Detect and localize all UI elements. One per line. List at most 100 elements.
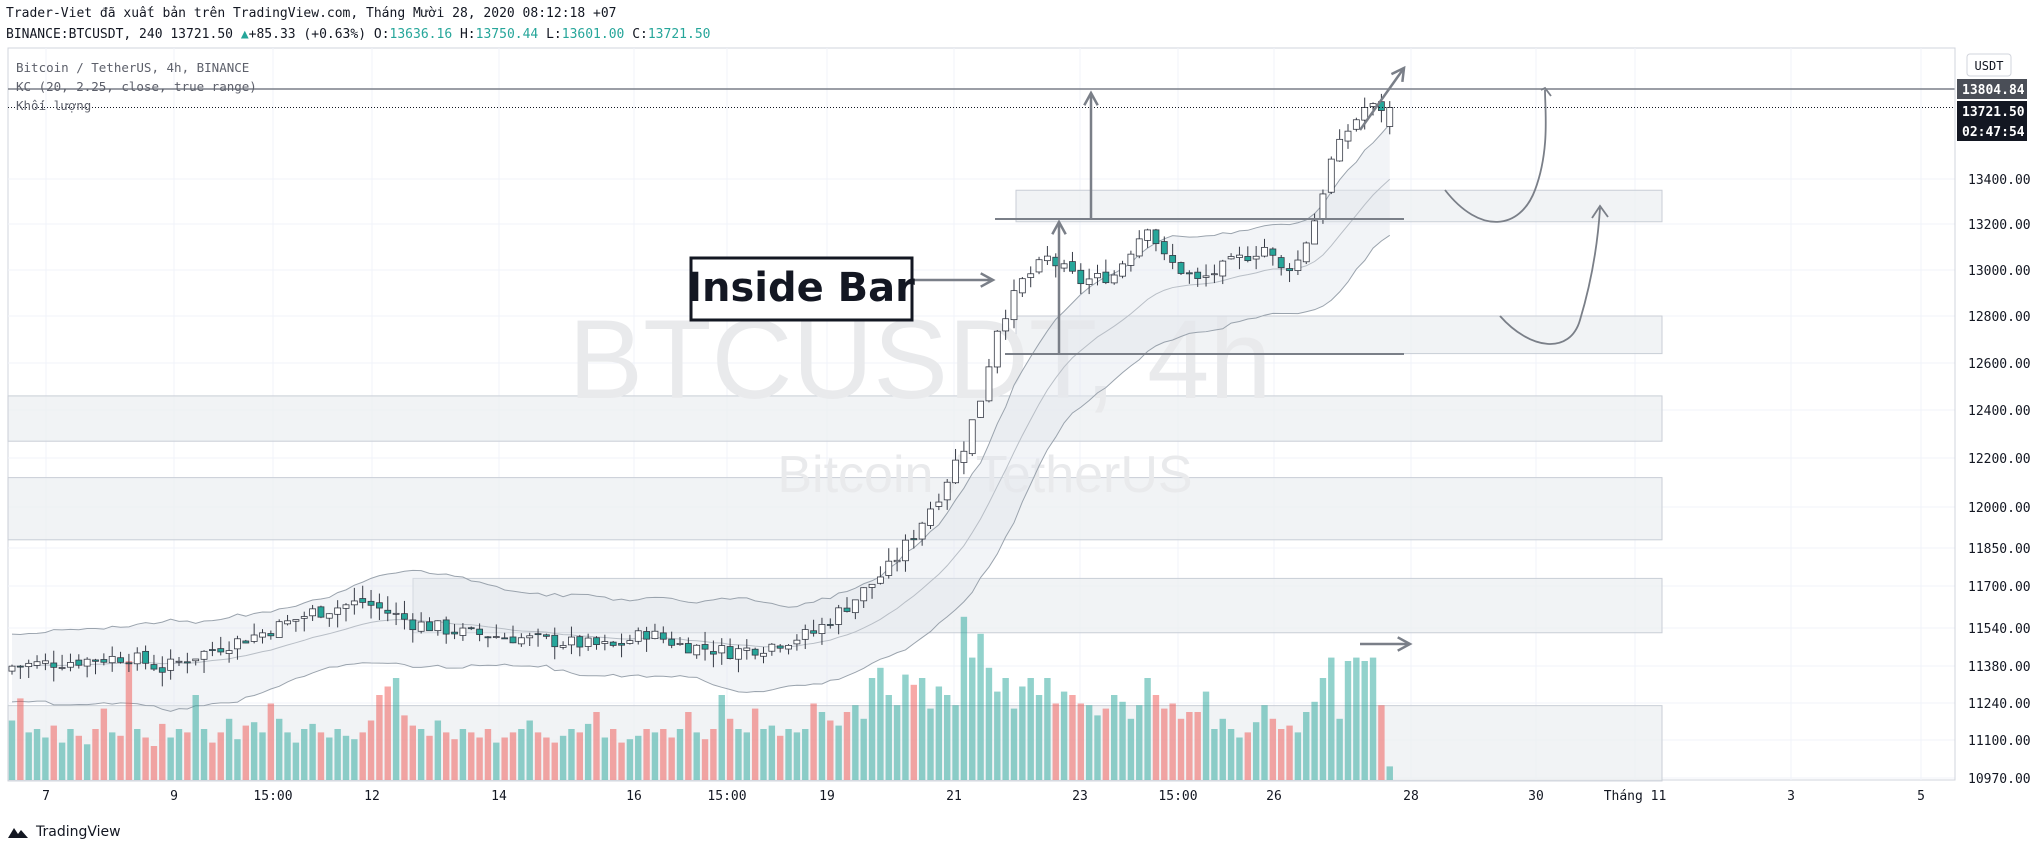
- price-tick-label: 12800.00: [1968, 310, 2031, 325]
- candle-body: [1160, 241, 1168, 255]
- volume-bar: [1077, 703, 1084, 780]
- candle-body: [785, 644, 792, 650]
- volume-bar: [209, 742, 216, 780]
- volume-bar: [1336, 718, 1343, 780]
- candle-body: [902, 539, 909, 562]
- range-height-arrow-head: [1051, 219, 1067, 235]
- volume-bar: [234, 739, 241, 780]
- volume-bar: [509, 732, 517, 780]
- volume-bar: [150, 746, 158, 780]
- keltner-upper: [11, 123, 1391, 635]
- price-tick-label: 11700.00: [1968, 580, 2031, 595]
- volume-bar: [735, 729, 742, 780]
- candle-body: [359, 598, 367, 603]
- volume-bar: [701, 739, 709, 780]
- volume-bar: [1136, 705, 1143, 780]
- price-tick-label: 11540.00: [1968, 622, 2031, 637]
- candle-body: [67, 662, 74, 668]
- candle-body: [918, 522, 926, 540]
- zone-4: [412, 577, 1663, 634]
- candle-body: [1135, 238, 1143, 257]
- candle-body: [1110, 274, 1118, 284]
- volume-bar: [134, 729, 141, 780]
- volume-bar: [326, 737, 333, 780]
- volume-bar: [893, 705, 901, 780]
- candle-body: [175, 660, 183, 663]
- high-value: 13750.44: [475, 27, 539, 42]
- candle-body: [1085, 278, 1093, 285]
- volume-legend[interactable]: Khối lượng: [16, 98, 92, 113]
- volume-bar: [409, 725, 416, 780]
- candle-body: [626, 640, 634, 644]
- volume-bar: [526, 720, 533, 780]
- candle-body: [1069, 261, 1076, 272]
- candle-body: [375, 602, 383, 609]
- candle-body: [843, 607, 851, 612]
- volume-bar: [1144, 678, 1151, 780]
- candle-body: [1094, 273, 1101, 279]
- drawing-annotations[interactable]: Inside Bar: [8, 65, 1955, 652]
- candle-body: [1352, 119, 1360, 130]
- volume-bar: [351, 739, 358, 780]
- volume-bar: [225, 718, 233, 780]
- volume-bar: [1052, 703, 1059, 780]
- candle-body: [735, 648, 742, 660]
- volume-bar: [977, 633, 984, 780]
- candle-body: [133, 652, 141, 665]
- volume-bar: [685, 712, 692, 780]
- volume-bar: [1027, 678, 1034, 780]
- volume-bar: [42, 737, 49, 780]
- scenario-curve-pullback-head: [1591, 204, 1609, 219]
- volume-bar: [935, 686, 943, 780]
- time-tick-label: 16: [626, 789, 642, 804]
- volume-bar: [1219, 718, 1226, 780]
- volume-bar: [1102, 708, 1110, 780]
- candle-body: [50, 662, 58, 668]
- volume-bar: [868, 678, 876, 780]
- time-axis[interactable]: 7 9 15:00 12 14 16 15:00 19 21 23 15:00 26 28 30 Tháng…: [42, 789, 1925, 804]
- candle-body: [543, 634, 550, 637]
- candle-body: [534, 633, 542, 636]
- volume-bar: [635, 735, 642, 780]
- candle-body: [593, 637, 600, 646]
- candle-body: [1202, 275, 1210, 278]
- candle-body: [426, 621, 433, 632]
- volume-bar: [417, 729, 425, 780]
- volume-bar: [601, 737, 609, 780]
- candle-body: [225, 650, 233, 654]
- indicator-legend[interactable]: KC (20, 2.25, close, true range): [16, 79, 257, 94]
- candle-body: [743, 647, 751, 651]
- candle-body: [559, 645, 567, 648]
- currency-button-label: USDT: [1975, 59, 2004, 73]
- candle-body: [476, 628, 484, 635]
- candle-body: [885, 560, 893, 576]
- scenario-curve-up: [1444, 89, 1547, 223]
- candle-body: [676, 642, 684, 645]
- volume-bar: [1303, 712, 1310, 780]
- volume-bar: [852, 705, 859, 780]
- candle-body: [459, 627, 467, 636]
- series-legend[interactable]: Bitcoin / TetherUS, 4h, BINANCE: [16, 60, 250, 75]
- volume-bar: [1069, 695, 1076, 780]
- price-axis[interactable]: USDT 13400.00 13200.00 13000.00 12800.00 1260…: [1954, 48, 2031, 787]
- volume-bar: [250, 722, 258, 780]
- candle-body: [309, 608, 317, 617]
- time-tick-label: 23: [1072, 789, 1088, 804]
- volume-bar: [117, 735, 124, 780]
- tradingview-logo-icon: [8, 828, 28, 838]
- volume-bar: [726, 718, 734, 780]
- candle-body: [1302, 242, 1310, 263]
- candle-body: [417, 621, 425, 632]
- candle-body: [334, 607, 342, 615]
- candle-body: [242, 640, 250, 644]
- volume-bar: [877, 667, 884, 780]
- volume-bar: [109, 732, 116, 780]
- candle-body: [952, 459, 959, 484]
- tradingview-logo[interactable]: TradingView: [6, 824, 121, 840]
- candle-body: [167, 658, 175, 671]
- candle-body: [576, 636, 584, 648]
- volume-bar: [960, 616, 968, 780]
- volume-bar: [1378, 705, 1385, 780]
- candle-body: [200, 650, 208, 660]
